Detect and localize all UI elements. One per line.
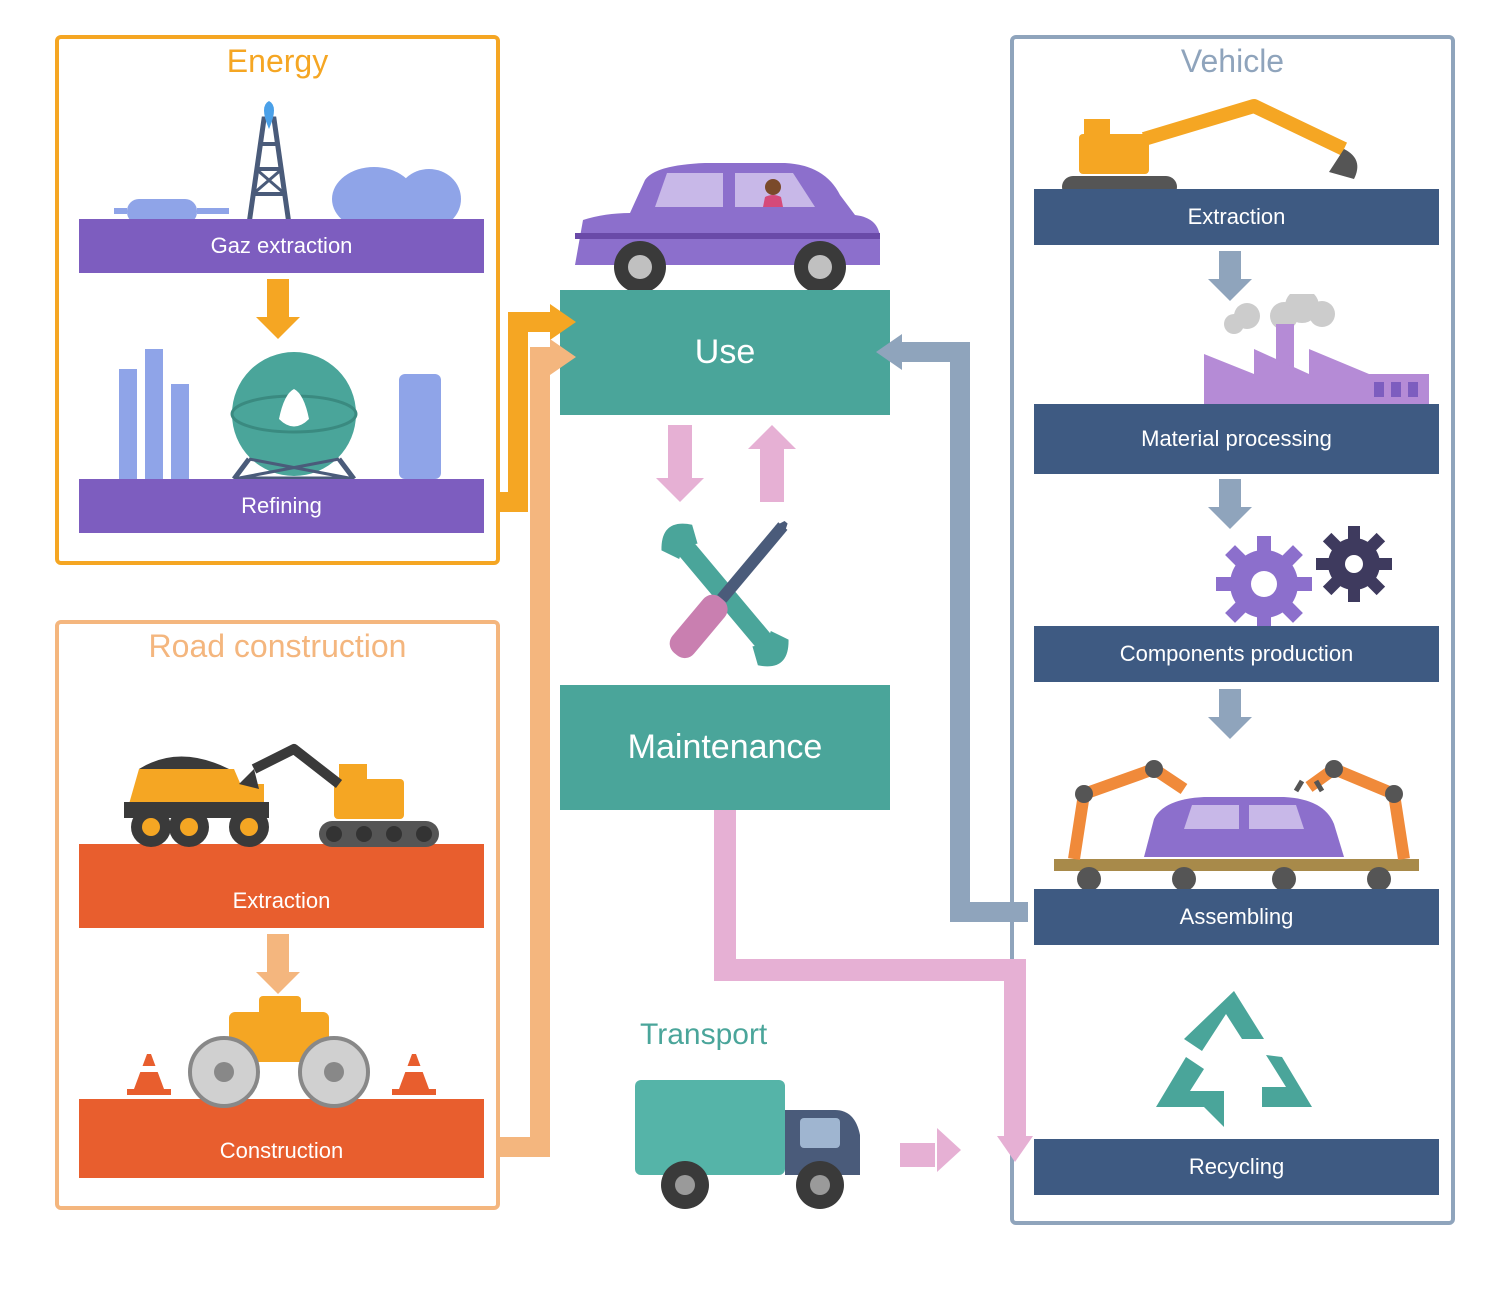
road-title: Road construction <box>59 628 496 665</box>
road-section: Road construction Extraction <box>55 620 500 1210</box>
arrow-road-inner <box>267 934 289 974</box>
vehicle-section: Vehicle Extraction Material processing <box>1010 35 1455 1225</box>
road-extraction-label: Extraction <box>79 874 484 928</box>
energy-gaz-label: Gaz extraction <box>79 219 484 273</box>
arrow-road-to-use <box>500 345 580 1155</box>
arrow-vehicle-1 <box>1219 251 1241 281</box>
energy-section: Energy Gaz extraction <box>55 35 500 565</box>
arrow-maint-to-recycling <box>715 810 1045 1170</box>
arrow-vehicle-2 <box>1219 479 1241 509</box>
vehicle-material-label: Material processing <box>1034 404 1439 474</box>
energy-title: Energy <box>59 43 496 80</box>
vehicle-extraction-icon <box>1034 94 1439 194</box>
road-extraction-icon <box>79 729 484 854</box>
energy-gaz-icon <box>79 99 479 229</box>
vehicle-components-icon <box>1034 524 1439 629</box>
arrow-energy-inner <box>267 279 289 319</box>
vehicle-assembling-label: Assembling <box>1034 889 1439 945</box>
energy-refining-label: Refining <box>79 479 484 533</box>
arrow-maint-to-use <box>760 425 784 502</box>
vehicle-recycling-icon <box>1144 979 1324 1139</box>
vehicle-components-label: Components production <box>1034 626 1439 682</box>
vehicle-material-icon <box>1034 294 1439 409</box>
vehicle-recycling-label: Recycling <box>1034 1139 1439 1195</box>
road-construction-label: Construction <box>79 1124 484 1178</box>
tools-icon <box>615 500 835 690</box>
diagram-canvas: Energy Gaz extraction <box>0 0 1500 1311</box>
road-construction-icon <box>79 994 484 1112</box>
arrow-vehicle-3 <box>1219 689 1241 719</box>
car-icon <box>555 145 895 295</box>
vehicle-extraction-label: Extraction <box>1034 189 1439 245</box>
maintenance-box: Maintenance <box>560 685 890 810</box>
vehicle-title: Vehicle <box>1014 43 1451 80</box>
vehicle-assembling-icon <box>1034 739 1439 894</box>
energy-refining-icon <box>79 339 479 484</box>
use-box: Use <box>560 290 890 415</box>
arrow-use-to-maint <box>668 425 692 480</box>
